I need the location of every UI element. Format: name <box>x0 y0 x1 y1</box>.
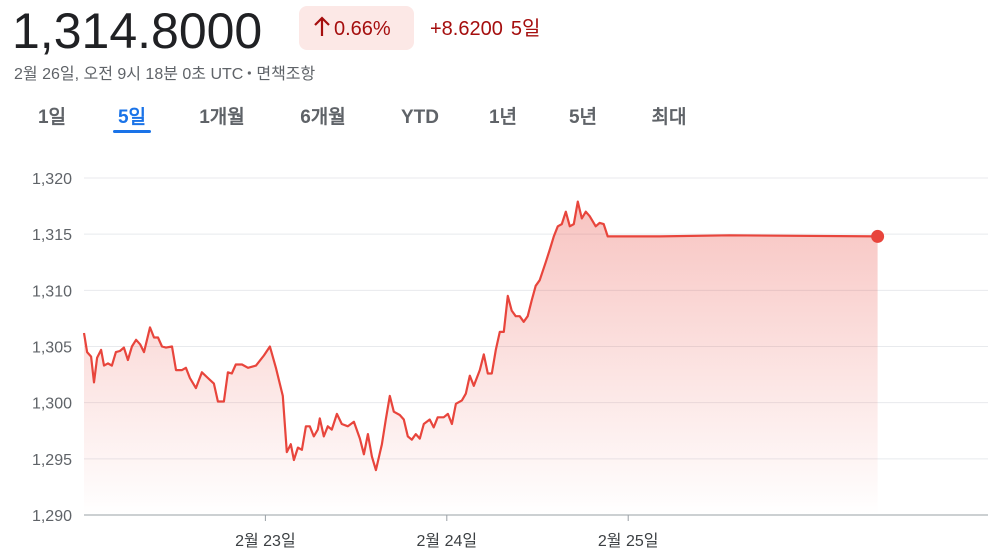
change-period: 5일 <box>511 17 541 40</box>
range-tab[interactable]: 최대 <box>652 106 687 128</box>
range-tab[interactable]: 1개월 <box>199 106 245 128</box>
timestamp: 2월 26일, 오전 9시 18분 0초 UTC <box>14 65 243 83</box>
range-tab[interactable]: 5일 <box>118 106 146 128</box>
x-tick-label: 2월 23일 <box>235 532 296 550</box>
y-tick-label: 1,290 <box>32 508 72 525</box>
area-fill <box>84 201 878 515</box>
change-value: +8.6200 <box>430 18 503 40</box>
range-tabs: 1일 5일 1개월 6개월 YTD 1년 5년 최대 <box>38 106 687 133</box>
chart: 1,290 1,295 1,300 1,305 1,310 1,315 1,320 2월 23… <box>32 171 988 550</box>
y-tick-label: 1,300 <box>32 396 72 413</box>
range-tab[interactable]: 1년 <box>489 106 517 128</box>
last-point <box>871 229 885 243</box>
active-tab-underline <box>113 130 151 133</box>
range-tab[interactable]: 1일 <box>38 106 66 128</box>
price: 1,314.8000 <box>12 3 262 59</box>
change-percent: 0.66% <box>334 18 391 40</box>
disclaimer-link[interactable]: 면책조항 <box>256 65 315 83</box>
change-badge <box>299 6 414 50</box>
y-tick-label: 1,315 <box>32 227 72 244</box>
range-tab[interactable]: 6개월 <box>300 106 346 128</box>
y-tick-label: 1,310 <box>32 283 72 300</box>
x-tick-label: 2월 25일 <box>598 532 659 550</box>
separator-dot <box>247 71 251 75</box>
y-tick-label: 1,320 <box>32 171 72 188</box>
range-tab[interactable]: 5년 <box>569 106 597 128</box>
y-tick-label: 1,295 <box>32 452 72 469</box>
x-tick-label: 2월 24일 <box>417 532 478 550</box>
up-arrow-icon <box>314 16 330 36</box>
price-line <box>82 200 878 472</box>
y-tick-label: 1,305 <box>32 340 72 357</box>
range-tab[interactable]: YTD <box>401 107 439 128</box>
